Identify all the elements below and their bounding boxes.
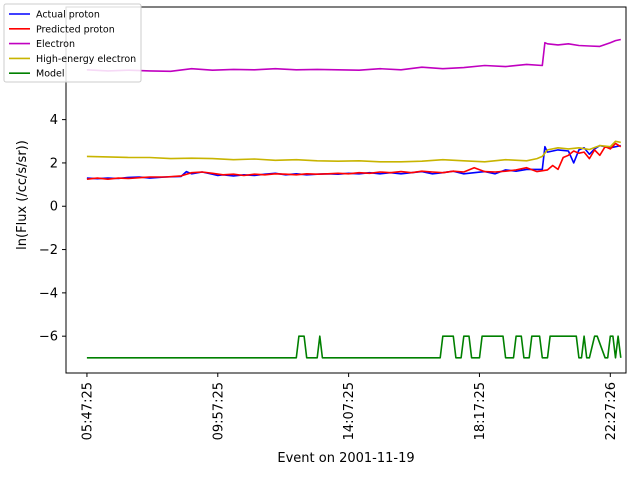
x-tick-label: 22:27:26: [604, 382, 619, 440]
legend-label: Actual proton: [36, 10, 100, 21]
series-line-3: [86, 140, 621, 163]
legend-label: High-energy electron: [36, 54, 136, 65]
x-tick-label: 18:17:25: [473, 382, 488, 440]
series-layer: [86, 38, 622, 359]
series-line-2: [86, 38, 621, 73]
x-tick-label: 05:47:25: [80, 382, 95, 440]
plot-area: [65, 6, 627, 374]
x-axis-label: Event on 2001-11-19: [277, 451, 414, 466]
y-tick-label: 4: [50, 113, 58, 128]
y-tick-label: −4: [39, 286, 58, 301]
y-tick-label: −2: [39, 243, 58, 258]
x-axis: 05:47:25 09:57:25 14:07:25 18:17:25 22:27:26: [80, 373, 619, 440]
legend-frame: [3, 3, 142, 83]
y-tick-label: −6: [39, 330, 58, 345]
legend-label: Predicted proton: [36, 24, 115, 35]
x-tick-label: 14:07:25: [342, 382, 357, 440]
series-line-4: [86, 335, 622, 359]
x-tick-label: 09:57:25: [211, 382, 226, 440]
y-tick-label: 0: [50, 200, 58, 215]
legend-label: Electron: [36, 39, 75, 50]
y-axis-label: ln(Flux (/cc/s/sr)): [15, 140, 30, 250]
y-axis: −6 −4 −2 0 2 4: [39, 113, 66, 345]
legend: Actual proton Predicted proton Electron Hig…: [3, 3, 142, 83]
y-tick-label: 2: [50, 156, 58, 171]
legend-label: Model: [36, 69, 65, 80]
series-line-1: [86, 142, 622, 180]
